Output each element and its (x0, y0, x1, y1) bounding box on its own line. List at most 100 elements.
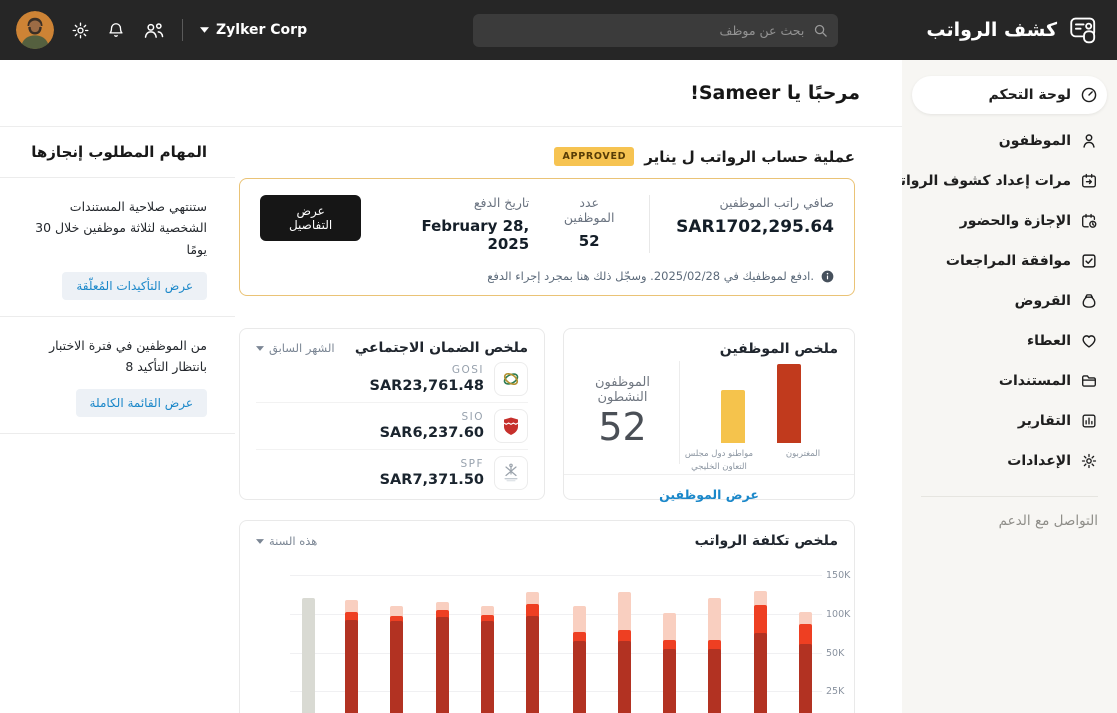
folder-icon (1080, 372, 1098, 390)
org-name: Zylker Corp (216, 22, 308, 38)
stat-employee-count: عدد الموظفين 52 (555, 195, 623, 250)
org-switcher[interactable]: Zylker Corp (200, 22, 307, 38)
info-icon (821, 270, 834, 283)
sidebar-item-label: التقارير (1017, 413, 1071, 429)
social-row-gosi: GOSI SAR23,761.48 (256, 356, 528, 403)
spf-logo-icon (494, 456, 528, 490)
cost-bar-segment (708, 649, 721, 713)
payroll-cost-chart: 150K 100K 50K 25K (290, 570, 850, 713)
active-employees-count: 52 (598, 405, 647, 449)
sidebar-item-label: مرات إعداد كشوف الرواتب (885, 173, 1071, 189)
sidebar-item-label: المستندات (998, 373, 1071, 389)
payrun-note: .ادفع لموظفيك في 2025/02/28. وسجّل ذلك ه… (260, 269, 834, 283)
task-text: ستنتهي صلاحية المستندات الشخصية لثلاثة م… (35, 199, 207, 257)
cost-ytick-label: 25K (826, 686, 845, 697)
payroll-cost-card: ملخص تكلفة الرواتب هذه السنة 150K 100K 50K… (239, 520, 855, 713)
greeting-text: مرحبًا يا Sameer! (690, 82, 860, 104)
payroll-app-logo-icon (1067, 13, 1101, 47)
cost-gridline: 25K (290, 686, 844, 697)
cost-ytick-label: 50K (826, 648, 845, 659)
gear-icon (1080, 452, 1098, 470)
social-code: GOSI (451, 364, 484, 376)
app-title: كشف الرواتب (926, 19, 1057, 41)
gosi-logo-icon (494, 362, 528, 396)
social-security-card: ملخص الضمان الاجتماعي الشهر السابق (239, 328, 545, 500)
chevron-down-icon (256, 345, 264, 351)
topbar-actions: Zylker Corp (16, 11, 307, 49)
social-card-head: ملخص الضمان الاجتماعي الشهر السابق (256, 340, 528, 356)
contact-support-link[interactable]: التواصل مع الدعم (998, 513, 1098, 529)
month-filter-label: الشهر السابق (269, 341, 335, 355)
person-icon (1080, 132, 1098, 150)
cost-bar-segment (618, 640, 631, 713)
stat-pay-date: تاريخ الدفع February 28, 2025 (387, 195, 529, 253)
view-pending-confirmations-button[interactable]: عرض التأكيدات المُعلّقة (62, 271, 207, 300)
task-item: من الموظفين في فترة الاختبار بانتظار الت… (28, 335, 207, 418)
month-filter-dropdown[interactable]: الشهر السابق (256, 341, 335, 355)
employees-summary-card: ملخص الموظفين المغتربون مواطنو دول مجلس … (563, 328, 855, 502)
cost-card-head: ملخص تكلفة الرواتب هذه السنة (256, 533, 838, 549)
sidebar-item-reports[interactable]: التقارير (912, 402, 1107, 440)
cost-bar-segment (573, 641, 586, 713)
search-input[interactable] (473, 13, 839, 47)
heart-icon (1080, 332, 1098, 350)
cost-bar-segment (526, 616, 539, 713)
stat-label: عدد الموظفين (563, 195, 615, 225)
employees-card-footer: عرض الموظفين (564, 473, 854, 512)
sidebar-item-label: العطاء (1026, 333, 1071, 349)
status-badge: APPROVED (554, 147, 635, 166)
view-full-list-button[interactable]: عرض القائمة الكاملة (75, 389, 207, 418)
sidebar-item-leave-attendance[interactable]: الإجازة والحضور (912, 202, 1107, 240)
stat-value: February 28, 2025 (421, 217, 530, 253)
payrun-card: صافي راتب الموظفين SAR1702,295.64 عدد ال… (239, 178, 855, 296)
social-code: SPF (460, 458, 484, 470)
social-code: SIO (461, 411, 484, 423)
sidebar-item-pay-runs[interactable]: مرات إعداد كشوف الرواتب (886, 162, 1107, 200)
cost-gridline: 100K (290, 609, 850, 620)
cost-gridline: 50K (290, 648, 844, 659)
app-shell: لوحة التحكم الموظفون مرات إعداد كشوف الر… (0, 60, 1117, 713)
stat-label: تاريخ الدفع (473, 195, 530, 210)
settings-topbar-icon[interactable] (71, 21, 90, 40)
referrals-users-icon[interactable] (142, 21, 165, 40)
summary-cards-row: ملخص الموظفين المغتربون مواطنو دول مجلس … (239, 328, 855, 502)
sidebar-divider (921, 496, 1098, 497)
cost-gridline: 150K (290, 570, 850, 581)
year-filter-dropdown[interactable]: هذه السنة (256, 534, 317, 548)
sidebar-item-documents[interactable]: المستندات (912, 362, 1107, 400)
employees-card-body: المغتربون مواطنو دول مجلس التعاون الخليج… (580, 357, 838, 474)
sidebar-item-employees[interactable]: الموظفون (912, 122, 1107, 160)
cost-bar-segment (663, 649, 676, 713)
year-filter-label: هذه السنة (269, 534, 318, 548)
topbar-separator (182, 19, 183, 41)
payrun-note-text: .ادفع لموظفيك في 2025/02/28. وسجّل ذلك ه… (487, 269, 814, 283)
dashboard-icon (1080, 86, 1098, 104)
cost-ytick-label: 150K (826, 570, 851, 581)
employees-bars (721, 361, 801, 443)
tasks-divider (0, 315, 235, 317)
sidebar-item-giving[interactable]: العطاء (912, 322, 1107, 360)
tasks-title: المهام المطلوب إنجازها (31, 143, 207, 161)
payrun-section-head: عملية حساب الرواتب ل يناير APPROVED (239, 147, 855, 166)
sidebar-item-loans[interactable]: القروض (912, 282, 1107, 320)
cost-bar-segment (390, 621, 403, 713)
cost-bar-segment (345, 619, 358, 713)
notifications-bell-icon[interactable] (107, 21, 125, 40)
sidebar-item-settings[interactable]: الإعدادات (912, 442, 1107, 480)
view-details-button[interactable]: عرض التفاصيل (260, 195, 362, 241)
stat-value: 52 (578, 232, 600, 250)
cost-bar-segment (799, 643, 812, 713)
sidebar-item-label: موافقة المراجعات (945, 253, 1071, 269)
active-employees-label: الموظفون النشطون (595, 375, 650, 405)
sidebar-item-approvals[interactable]: موافقة المراجعات (912, 242, 1107, 280)
sidebar-item-dashboard[interactable]: لوحة التحكم (912, 76, 1107, 114)
user-avatar[interactable] (16, 11, 54, 49)
sidebar-nav: لوحة التحكم الموظفون مرات إعداد كشوف الر… (886, 60, 1117, 713)
bar-label-expats: المغتربون (785, 449, 821, 459)
view-employees-link[interactable]: عرض الموظفين (659, 486, 759, 502)
employees-bar-1 (721, 389, 745, 443)
check-square-icon (1080, 252, 1098, 270)
active-employees-stat: الموظفون النشطون 52 (580, 359, 665, 449)
social-row-sio: SIO SAR6,237.60 (256, 403, 528, 450)
